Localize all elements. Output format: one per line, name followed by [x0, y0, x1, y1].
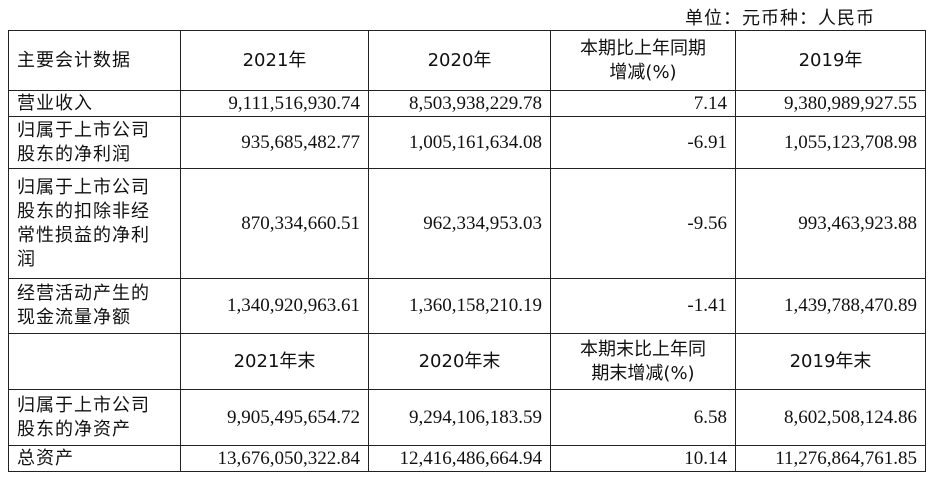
header-2020-end: 2020年末 [368, 333, 551, 390]
cell-2020: 962,334,953.03 [368, 168, 551, 279]
cell-2019: 8,602,508,124.86 [735, 389, 926, 446]
header-label: 主要会计数据 [8, 30, 181, 91]
cell-2020: 1,360,158,210.19 [368, 278, 551, 334]
header-2019: 2019年 [735, 30, 926, 91]
table-header-row: 主要会计数据 2021年 2020年 本期比上年同期 增减(%) 2019年 [8, 30, 926, 91]
key-financial-data-table: 主要会计数据 2021年 2020年 本期比上年同期 增减(%) 2019年 营… [8, 30, 926, 472]
cell-2020: 12,416,486,664.94 [368, 445, 551, 472]
cell-2021: 935,685,482.77 [180, 116, 369, 169]
table-row: 营业收入 9,111,516,930.74 8,503,938,229.78 7… [8, 90, 926, 117]
cell-2020: 9,294,106,183.59 [368, 389, 551, 446]
table-row: 经营活动产生的 现金流量净额 1,340,920,963.61 1,360,15… [8, 278, 926, 334]
cell-2019: 9,380,989,927.55 [735, 90, 926, 117]
row-label: 经营活动产生的 现金流量净额 [8, 278, 181, 334]
header-2020: 2020年 [368, 30, 551, 91]
header-change-end: 本期末比上年同 期末增减(%) [550, 333, 736, 390]
row-label: 归属于上市公司 股东的净资产 [8, 389, 181, 446]
cell-2019: 1,055,123,708.98 [735, 116, 926, 169]
row-label: 归属于上市公司 股东的净利润 [8, 116, 181, 169]
cell-2021: 870,334,660.51 [180, 168, 369, 279]
cell-change: -6.91 [550, 116, 736, 169]
cell-2021: 9,905,495,654.72 [180, 389, 369, 446]
cell-2020: 8,503,938,229.78 [368, 90, 551, 117]
cell-change: 7.14 [550, 90, 736, 117]
currency-unit-note: 单位：元币种：人民币 [685, 8, 875, 29]
header-2021: 2021年 [180, 30, 369, 91]
header-2019-end: 2019年末 [735, 333, 926, 390]
cell-2019: 11,276,864,761.85 [735, 445, 926, 472]
cell-change: 10.14 [550, 445, 736, 472]
cell-2019: 1,439,788,470.89 [735, 278, 926, 334]
table-row: 归属于上市公司 股东的净资产 9,905,495,654.72 9,294,10… [8, 389, 926, 446]
table-row: 归属于上市公司 股东的净利润 935,685,482.77 1,005,161,… [8, 116, 926, 169]
cell-2020: 1,005,161,634.08 [368, 116, 551, 169]
cell-change: -1.41 [550, 278, 736, 334]
cell-2021: 13,676,050,322.84 [180, 445, 369, 472]
header-2021-end: 2021年末 [180, 333, 369, 390]
cell-change: -9.56 [550, 168, 736, 279]
cell-2021: 1,340,920,963.61 [180, 278, 369, 334]
header-change: 本期比上年同期 增减(%) [550, 30, 736, 91]
row-label: 总资产 [8, 445, 181, 472]
cell-change: 6.58 [550, 389, 736, 446]
subheader-label [8, 333, 181, 390]
row-label: 归属于上市公司 股东的扣除非经 常性损益的净利 润 [8, 168, 181, 279]
cell-2019: 993,463,923.88 [735, 168, 926, 279]
row-label: 营业收入 [8, 90, 181, 117]
table-row: 归属于上市公司 股东的扣除非经 常性损益的净利 润 870,334,660.51… [8, 168, 926, 279]
cell-2021: 9,111,516,930.74 [180, 90, 369, 117]
table-row: 总资产 13,676,050,322.84 12,416,486,664.94 … [8, 445, 926, 472]
table-subheader-row: 2021年末 2020年末 本期末比上年同 期末增减(%) 2019年末 [8, 333, 926, 390]
